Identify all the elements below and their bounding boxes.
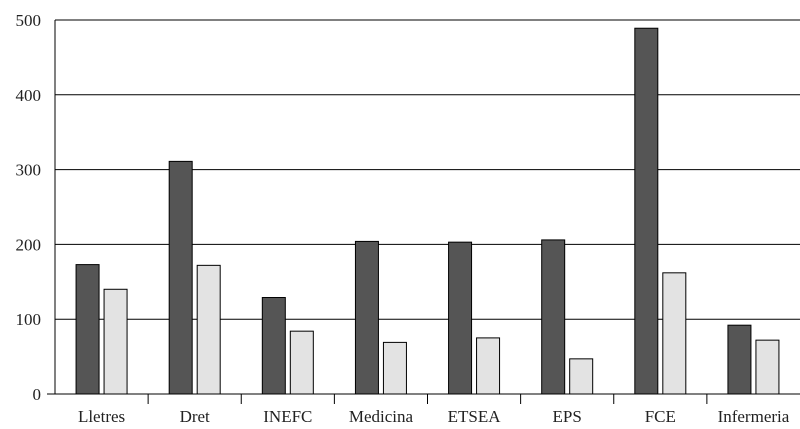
bar-series2-medicina	[382, 341, 407, 395]
bar-series1-eps	[541, 239, 566, 395]
bar-series1-fce	[634, 27, 659, 395]
bar-series1-medicina	[354, 240, 379, 395]
bar-series2-eps	[569, 358, 594, 395]
y-tick-label: 100	[16, 310, 42, 329]
x-axis-labels: Lletres Dret INEFC Medicina ETSEA EPS FCE Infer…	[78, 407, 790, 426]
gridlines	[54, 19, 800, 394]
bar-series2-etsea	[476, 337, 501, 395]
bar-series2-fce	[662, 272, 687, 395]
y-tick-label: 200	[16, 235, 42, 254]
bar-series2-infermeria	[755, 339, 780, 395]
bar-series1-lletres	[75, 264, 100, 395]
bars	[75, 27, 780, 395]
bar-series2-lletres	[103, 288, 128, 395]
x-tick-label: Medicina	[349, 407, 414, 426]
bar-series2-inefc	[289, 330, 314, 395]
x-tick-label: ETSEA	[448, 407, 502, 426]
y-axis-ticks: 0 100 200 300 400 500	[16, 11, 42, 404]
x-tick-label: Infermeria	[718, 407, 790, 426]
x-tick-label: Dret	[180, 407, 210, 426]
bar-series1-etsea	[448, 241, 473, 395]
x-tick-label: EPS	[553, 407, 582, 426]
y-tick-label: 500	[16, 11, 42, 30]
y-tick-label: 0	[33, 385, 42, 404]
y-tick-label: 300	[16, 161, 42, 180]
bar-series1-inefc	[261, 297, 286, 395]
x-tick-label: INEFC	[263, 407, 312, 426]
x-tick-label: FCE	[645, 407, 676, 426]
y-tick-label: 400	[16, 86, 42, 105]
x-axis	[47, 393, 800, 404]
bar-series1-infermeria	[727, 324, 752, 395]
bar-series2-dret	[196, 264, 221, 395]
x-tick-label: Lletres	[78, 407, 125, 426]
bar-series1-dret	[168, 160, 193, 395]
